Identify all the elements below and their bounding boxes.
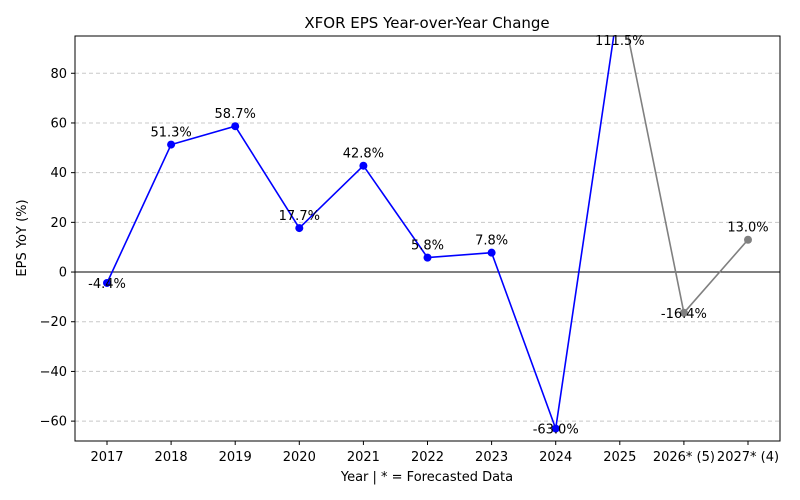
y-tick-label: 60: [50, 116, 67, 131]
actual-data-label: 5.8%: [411, 239, 444, 254]
forecast-data-point: [744, 235, 752, 244]
actual-data-point: [103, 278, 111, 287]
actual-data-label: -63.0%: [533, 423, 579, 438]
forecast-data-label: -16.4%: [661, 307, 707, 322]
x-tick-label: 2025: [603, 450, 636, 465]
actual-data-point: [295, 224, 304, 233]
actual-series-line: [106, 36, 615, 430]
series-group: [103, 36, 752, 433]
y-tick-label: −40: [40, 365, 67, 380]
actual-data-point: [359, 161, 368, 170]
x-tick-label: 2021: [347, 450, 380, 465]
actual-data-label: 7.8%: [475, 234, 508, 249]
x-tick-label: 2027* (4): [717, 450, 779, 465]
y-tick-label: 20: [50, 216, 67, 231]
actual-data-point: [487, 248, 496, 257]
y-axis-label: EPS YoY (%): [15, 199, 30, 276]
x-tick-label: 2023: [475, 450, 508, 465]
x-axis-ticks: 2017 2018 2019 2020 2021 2022 2023 2024 2025 2026…: [90, 441, 779, 465]
y-tick-label: 40: [50, 166, 67, 181]
data-labels: -4.4% 51.3% 58.7% 17.7% 42.8% 5.8% 7.8% -63.0% 1…: [88, 34, 769, 438]
actual-data-label: 51.3%: [150, 126, 191, 141]
y-tick-label: −60: [40, 415, 67, 430]
forecast-data-label: 13.0%: [727, 221, 768, 236]
y-axis-ticks: −60 −40 −20 0 20 40 60 80: [40, 67, 75, 430]
x-tick-label: 2026* (5): [653, 450, 715, 465]
actual-data-label: 42.8%: [343, 147, 384, 162]
forecast-data-point: [679, 308, 688, 317]
x-tick-label: 2017: [90, 450, 123, 465]
x-tick-label: 2024: [539, 450, 572, 465]
x-tick-label: 2022: [411, 450, 444, 465]
actual-data-point: [423, 253, 432, 262]
actual-data-label: 17.7%: [279, 209, 320, 224]
y-tick-label: −20: [40, 315, 67, 330]
x-tick-label: 2018: [155, 450, 188, 465]
x-tick-label: 2019: [219, 450, 252, 465]
actual-data-point: [231, 122, 240, 131]
chart-title: XFOR EPS Year-over-Year Change: [304, 14, 549, 32]
y-tick-label: 80: [50, 67, 67, 82]
actual-data-point: [167, 140, 176, 149]
actual-data-label: 58.7%: [215, 107, 256, 122]
actual-data-label: 111.5%: [595, 34, 645, 49]
x-axis-label: Year | * = Forecasted Data: [340, 470, 513, 485]
x-tick-label: 2020: [283, 450, 316, 465]
actual-data-label: -4.4%: [88, 277, 126, 292]
y-tick-label: 0: [59, 266, 67, 281]
actual-data-point: [551, 424, 560, 433]
